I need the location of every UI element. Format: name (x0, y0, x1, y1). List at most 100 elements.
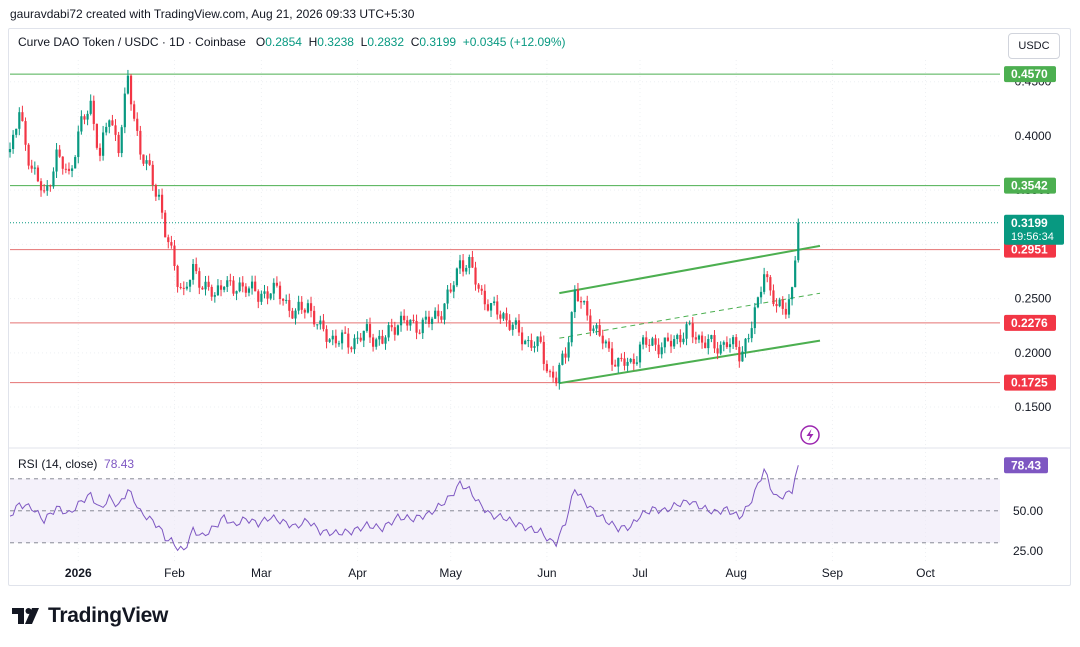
candle-body (353, 338, 356, 350)
candle-body (43, 190, 46, 192)
candle-body (33, 167, 36, 169)
channel-upper-line (559, 244, 821, 295)
candle-body (306, 303, 310, 313)
low-value: 0.2832 (367, 35, 405, 49)
horizontal-levels (10, 73, 1000, 384)
candle-body (173, 245, 176, 266)
candle-body (707, 338, 710, 349)
candle-body (583, 301, 586, 303)
chart-canvas[interactable]: 0.15000.20000.25000.30000.35000.40000.45… (0, 0, 1080, 600)
candle-body (340, 332, 344, 344)
candle-body (254, 281, 257, 292)
tradingview-brand[interactable]: TradingView (12, 604, 168, 628)
candle-body (216, 285, 220, 296)
candle-body (486, 304, 490, 311)
candle-body (657, 344, 660, 355)
candle-body (573, 289, 576, 313)
candle-body (790, 287, 794, 300)
candle-body (331, 335, 334, 340)
candle-body (89, 100, 92, 114)
candle-body (763, 274, 766, 292)
candle-body (98, 147, 102, 156)
candle-body (632, 358, 635, 364)
candle-body (375, 339, 378, 347)
candle-body (80, 116, 83, 132)
candle-body (415, 320, 418, 333)
candle-body (474, 267, 477, 285)
time-tick-label: Apr (348, 566, 367, 580)
candle-body (176, 265, 179, 287)
candle-body (390, 325, 393, 328)
tradingview-logo-icon (12, 608, 39, 624)
candle-body (756, 297, 760, 308)
candle-body (604, 341, 607, 344)
candle-body (36, 167, 40, 182)
candle-body (471, 257, 474, 268)
candle-body (55, 149, 58, 172)
candle-body (102, 132, 105, 156)
candle-body (285, 299, 288, 301)
candle-body (642, 337, 645, 345)
rsi-pane (9, 465, 1000, 552)
candle-body (561, 353, 564, 365)
time-tick-label: Aug (726, 566, 747, 580)
badge-support-2: 0.2276 (1011, 316, 1048, 330)
candle-body (418, 332, 421, 334)
candle-body (595, 325, 598, 329)
candle-body (384, 337, 387, 344)
candle-body (586, 301, 589, 316)
candle-body (170, 242, 173, 246)
candle-body (728, 344, 732, 348)
candle-body (443, 303, 446, 320)
candle-body (123, 93, 126, 128)
candle-body (151, 164, 154, 186)
candle-body (328, 339, 331, 342)
candle-body (86, 113, 89, 120)
candle-body (517, 320, 521, 333)
candle-body (797, 222, 800, 261)
candle-body (288, 299, 291, 311)
candle-body (555, 377, 558, 384)
candle-body (558, 364, 561, 384)
candle-body (592, 328, 595, 331)
candle-body (700, 335, 704, 343)
price-tick-label: 0.2500 (1015, 292, 1052, 306)
candle-body (493, 301, 496, 304)
badge-resistance-2-bg (1004, 177, 1056, 194)
candle-body (710, 335, 713, 339)
price-badges: 0.4570 0.3542 0.2951 0.2276 0.1725 0.319919:5… (1004, 66, 1064, 474)
candle-body (427, 316, 431, 324)
lightning-icon[interactable] (800, 425, 820, 445)
badge-support-1-bg (1004, 241, 1056, 258)
high-label: H (308, 35, 318, 49)
candle-body (136, 118, 139, 131)
badge-last-bg (1004, 214, 1064, 245)
candle-body (337, 343, 341, 345)
candle-body (95, 123, 98, 148)
candle-body (778, 299, 781, 307)
candle-body (567, 342, 570, 358)
change-value: +0.0345 (+12.09%) (462, 35, 566, 49)
candle-body (344, 332, 347, 334)
candle-body (660, 347, 663, 355)
rsi-value: 78.43 (104, 457, 135, 471)
candle-body (617, 357, 620, 367)
candle-body (735, 337, 738, 347)
candle-body (697, 335, 701, 340)
candle-body (753, 307, 756, 329)
candle-body (108, 120, 111, 127)
candle-body (396, 325, 400, 335)
badge-support-3-bg (1004, 374, 1056, 391)
candle-body (282, 298, 285, 301)
candle-body (437, 310, 440, 317)
symbol-legend: Curve DAO Token / USDC · 1D · Coinbase O… (18, 35, 566, 49)
candle-body (424, 316, 427, 320)
candle-body (30, 165, 33, 169)
candle-body (257, 291, 260, 302)
currency-button[interactable]: USDC (1008, 33, 1060, 59)
candle-body (676, 334, 679, 340)
candle-body (589, 315, 592, 331)
time-tick-label: Mar (251, 566, 272, 580)
candle-body (576, 289, 580, 301)
candle-body (223, 286, 226, 290)
